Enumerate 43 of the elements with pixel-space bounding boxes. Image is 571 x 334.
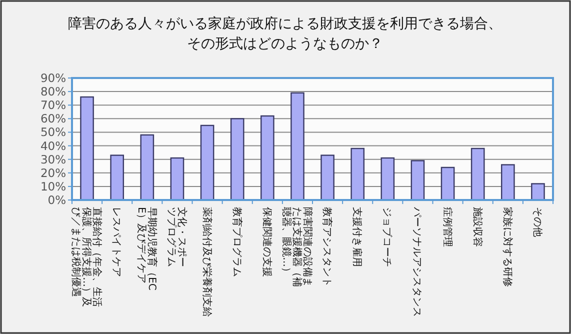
x-tick-label: 施設収容 bbox=[471, 207, 484, 247]
y-tick-label: 50% bbox=[40, 125, 66, 140]
bar bbox=[320, 154, 334, 201]
bar bbox=[440, 166, 455, 201]
bar bbox=[80, 96, 94, 201]
x-tick-label: 早期幼児教育（ECE）及びデイケア bbox=[135, 207, 158, 290]
y-tick-label: 30% bbox=[40, 152, 66, 166]
x-tick-label: 家族に対する研修 bbox=[501, 207, 514, 287]
bar bbox=[260, 115, 274, 201]
x-tick-label: 直接給付（年金、生活保護、所得支援…）及び／または税制優遇 bbox=[70, 207, 104, 307]
bar bbox=[470, 148, 485, 201]
x-tick-label: 症例管理 bbox=[441, 207, 454, 247]
y-tick-label: 70% bbox=[40, 98, 66, 112]
x-tick-label: 文化・スポーツプログラム bbox=[165, 207, 188, 267]
x-tick-label: レスパイトケア bbox=[110, 207, 122, 277]
y-tick-label: 80% bbox=[40, 84, 66, 99]
x-tick-label: 障害関連の設備または支援機器（補聴器、眼鏡…） bbox=[280, 207, 314, 287]
x-tick-label: 教育アシスタント bbox=[321, 207, 334, 287]
bar bbox=[500, 164, 515, 201]
y-tick-label: 10% bbox=[40, 179, 66, 194]
bar bbox=[170, 157, 184, 201]
bar bbox=[531, 183, 545, 201]
x-tick-label: 支援付き雇用 bbox=[351, 207, 364, 267]
x-tick-label: 保健関連の支援 bbox=[260, 207, 273, 277]
bar bbox=[110, 154, 124, 201]
bar bbox=[350, 148, 365, 201]
bar bbox=[140, 134, 154, 201]
y-tick-label: 90% bbox=[40, 71, 66, 85]
x-tick-label: ジョブコーチ bbox=[381, 207, 394, 267]
bar bbox=[200, 124, 214, 201]
y-tick-label: 0% bbox=[48, 193, 66, 207]
y-tick-label: 20% bbox=[40, 166, 66, 180]
x-tick-label: パーソナルアシスタンス bbox=[411, 206, 422, 317]
bar bbox=[230, 118, 244, 201]
x-tick-label: 薬剤給付及び栄養剤支給 bbox=[200, 207, 213, 317]
chart-title: 障害のある人々がいる家庭が政府による財政支援を利用できる場合、その形式はどのようなものか？ bbox=[68, 16, 502, 52]
x-tick-label: 教育プログラム bbox=[230, 207, 243, 277]
y-tick-label: 60% bbox=[40, 112, 66, 126]
bar bbox=[410, 160, 425, 201]
bar bbox=[290, 92, 304, 201]
bar bbox=[380, 157, 395, 201]
x-tick-label: その他 bbox=[531, 207, 544, 237]
y-tick-label: 40% bbox=[40, 138, 66, 153]
